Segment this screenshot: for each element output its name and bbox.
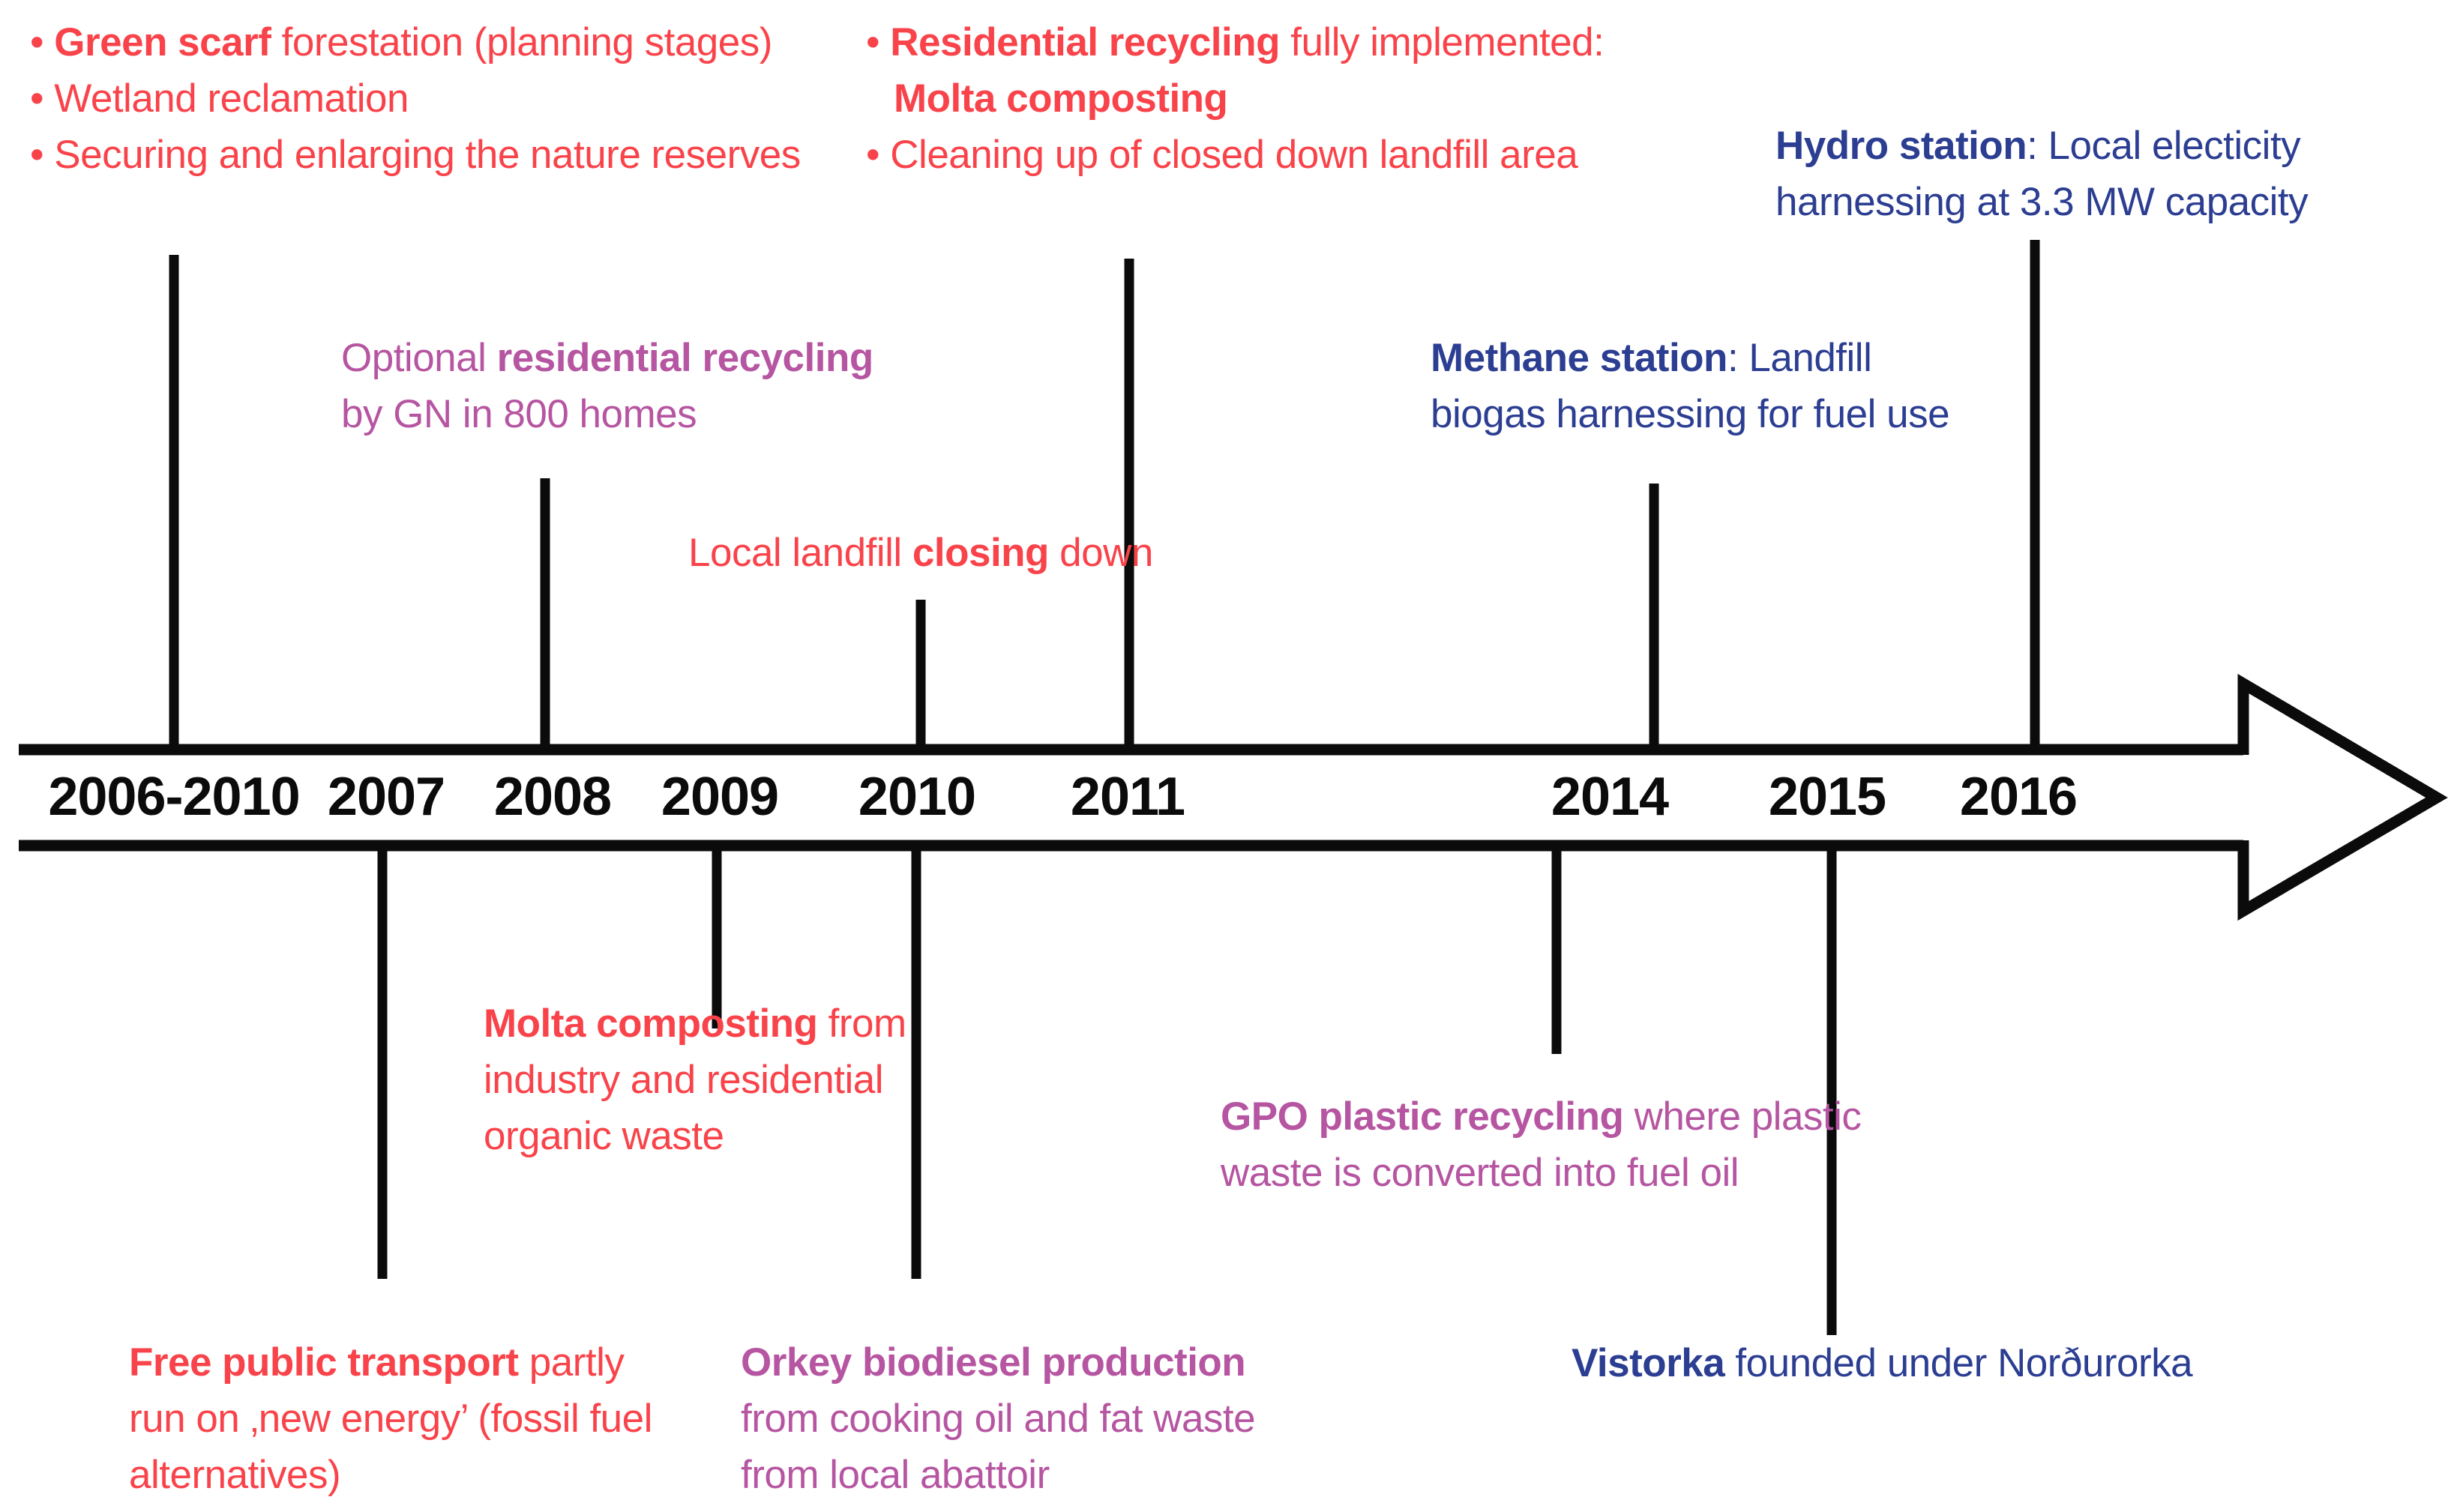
year-label-2006-2010: 2006-2010 xyxy=(48,767,300,827)
annotation-line: by GN in 800 homes xyxy=(341,392,697,436)
annotation-line: from local abattoir xyxy=(741,1453,1050,1497)
annotation-hydro-station: Hydro station: Local electicity harnessi… xyxy=(1775,118,2309,230)
annotation-line: Methane station: Landfill xyxy=(1431,336,1872,380)
annotation-line: Molta composting from xyxy=(484,1002,906,1046)
annotation-molta-composting: Molta composting from industry and resid… xyxy=(484,996,906,1164)
annotation-landfill-closing: Local landfill closing down xyxy=(688,525,1153,581)
annotation-free-transport: Free public transport partly run on ‚new… xyxy=(129,1334,652,1503)
annotation-vistorka: Vistorka founded under Norðurorka xyxy=(1572,1335,2193,1391)
annotation-line: industry and residential xyxy=(484,1058,884,1102)
annotation-orkey-biodiesel: Orkey biodiesel production from cooking … xyxy=(741,1334,1256,1503)
year-label-2010: 2010 xyxy=(858,767,976,827)
year-label-2009: 2009 xyxy=(661,767,779,827)
annotation-line: Free public transport partly xyxy=(129,1340,625,1385)
annotation-line: Vistorka founded under Norðurorka xyxy=(1572,1341,2193,1385)
annotation-line: • Residential recycling fully implemente… xyxy=(866,20,1605,64)
annotation-line: waste is converted into fuel oil xyxy=(1221,1151,1739,1195)
annotation-methane-station: Methane station: Landfill biogas harness… xyxy=(1431,330,1950,442)
annotation-line: GPO plastic recycling where plastic xyxy=(1221,1094,1862,1139)
annotation-line: organic waste xyxy=(484,1114,724,1158)
year-label-2011: 2011 xyxy=(1070,767,1185,827)
annotation-line: Orkey biodiesel production xyxy=(741,1340,1246,1385)
annotation-line: • Green scarf forestation (planning stag… xyxy=(30,20,772,64)
annotation-line: • Cleaning up of closed down landfill ar… xyxy=(866,133,1578,177)
annotation-line: • Securing and enlarging the nature rese… xyxy=(30,133,801,177)
annotation-line: • Wetland reclamation xyxy=(30,76,409,121)
year-label-2008: 2008 xyxy=(493,767,612,827)
annotation-gpo-plastic: GPO plastic recycling where plastic wast… xyxy=(1221,1088,1862,1201)
annotation-line: Hydro station: Local electicity xyxy=(1775,124,2301,168)
annotation-optional-recycling: Optional residential recycling by GN in … xyxy=(341,330,873,442)
annotation-line: Molta composting xyxy=(894,76,1228,121)
year-label-2014: 2014 xyxy=(1551,767,1669,827)
annotation-line: biogas harnessing for fuel use xyxy=(1431,392,1950,436)
annotation-line: Optional residential recycling xyxy=(341,336,873,380)
annotation-line: alternatives) xyxy=(129,1453,341,1497)
year-label-2007: 2007 xyxy=(327,767,445,827)
year-label-2015: 2015 xyxy=(1768,767,1886,827)
annotation-line: Local landfill closing down xyxy=(688,531,1153,575)
right-arrow-icon xyxy=(2237,673,2448,921)
annotation-residential-recycling: • Residential recycling fully implemente… xyxy=(866,14,1605,183)
annotation-green-initiatives: • Green scarf forestation (planning stag… xyxy=(30,14,801,183)
annotation-line: harnessing at 3.3 MW capacity xyxy=(1775,180,2309,224)
annotation-line: from cooking oil and fat waste xyxy=(741,1397,1256,1441)
annotation-line: run on ‚new energy’ (fossil fuel xyxy=(129,1397,652,1441)
year-label-2016: 2016 xyxy=(1959,767,2078,827)
